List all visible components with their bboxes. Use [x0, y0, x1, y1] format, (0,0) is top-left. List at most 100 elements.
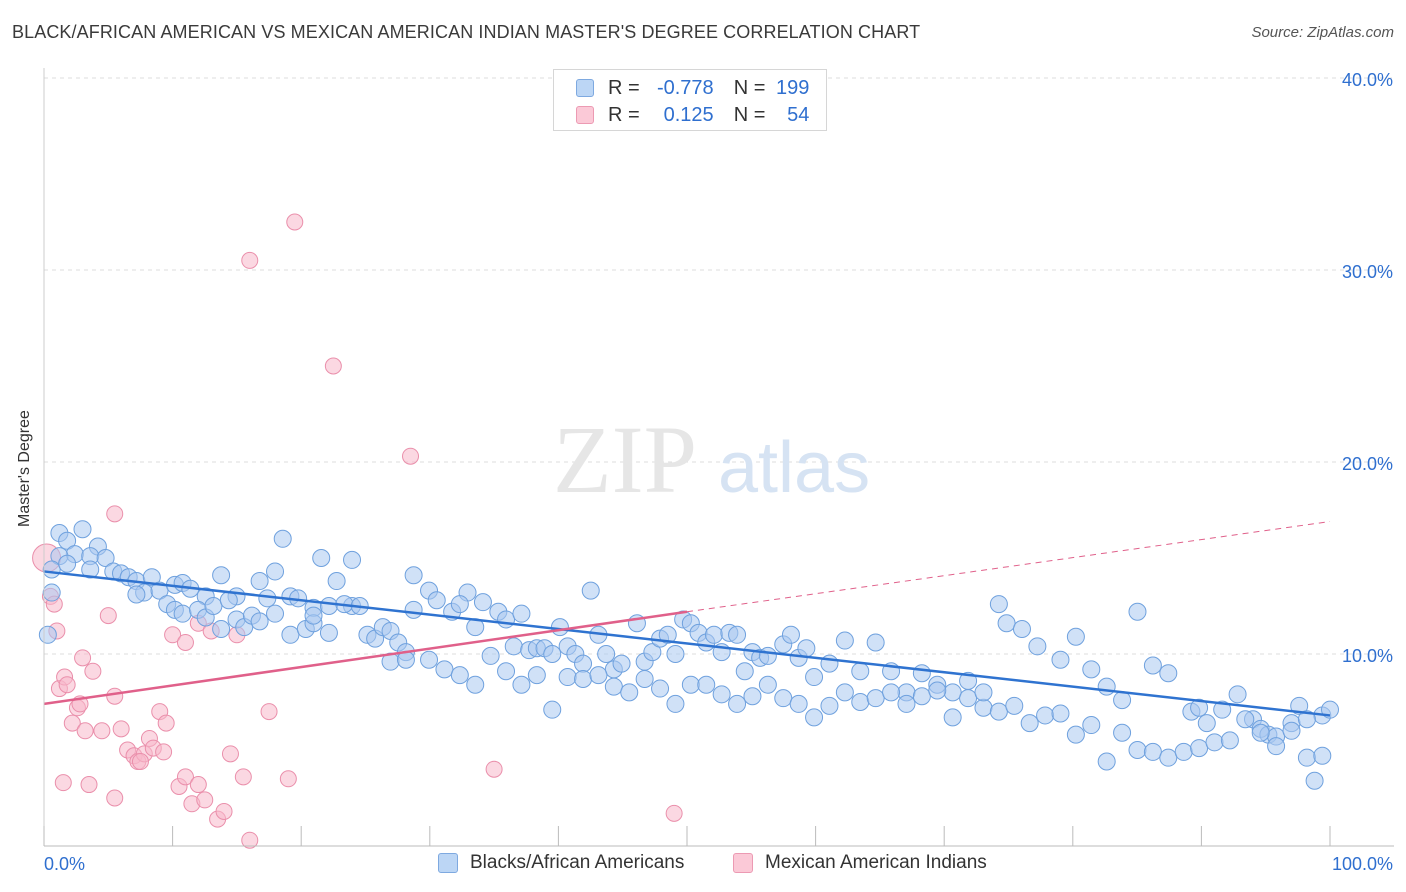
blue-point: [1251, 723, 1270, 742]
blue-point: [1012, 620, 1031, 639]
blue-point: [743, 687, 762, 706]
legend-n-value: 199: [776, 76, 810, 99]
blue-point: [835, 683, 854, 702]
pink-point: [234, 768, 252, 786]
blue-point: [558, 668, 577, 687]
pink-point: [76, 722, 94, 740]
blue-point: [820, 696, 839, 715]
blue-point: [58, 531, 77, 550]
blue-point: [774, 689, 793, 708]
blue-point: [550, 618, 569, 637]
blue-point: [42, 583, 61, 602]
blue-point: [1020, 714, 1039, 733]
pink-point: [176, 768, 194, 786]
pink-point: [93, 722, 111, 740]
blue-point: [219, 591, 238, 610]
blue-point: [997, 614, 1016, 633]
blue-point: [1297, 748, 1316, 767]
pink-point: [84, 662, 102, 680]
blue-point: [427, 591, 446, 610]
blue-trend-line: [43, 570, 1331, 717]
blue-point: [1236, 710, 1255, 729]
blue-point: [1282, 721, 1301, 740]
chart-title: BLACK/AFRICAN AMERICAN VS MEXICAN AMERIC…: [12, 22, 921, 42]
pink-point: [665, 804, 683, 822]
blue-point: [404, 600, 423, 619]
blue-point: [1313, 746, 1332, 765]
blue-point: [1143, 656, 1162, 675]
blue-point: [574, 669, 593, 688]
legend-n-value: 54: [787, 103, 810, 126]
blue-point: [466, 675, 485, 694]
blue-point: [897, 694, 916, 713]
blue-point: [1005, 696, 1024, 715]
blue-point: [1213, 700, 1232, 719]
legend-r-label: R =: [608, 103, 640, 126]
legend-item-mexican: Mexican American Indians: [733, 852, 987, 874]
blue-point: [281, 625, 300, 644]
blue-point: [1305, 771, 1324, 790]
legend-n-label: N =: [733, 76, 766, 99]
blue-point: [1205, 733, 1224, 752]
pink-point: [221, 745, 239, 763]
blue-point: [1082, 716, 1101, 735]
blue-point: [435, 660, 454, 679]
pink-point: [80, 776, 98, 794]
pink-point: [241, 831, 259, 849]
blue-point: [882, 683, 901, 702]
blue-point: [597, 645, 616, 663]
blue-point: [912, 664, 931, 683]
blue-point: [1082, 660, 1101, 679]
blue-point: [512, 675, 531, 694]
blue-point: [1066, 725, 1085, 744]
blue-point: [266, 562, 285, 581]
pink-point: [112, 720, 130, 738]
pink-point: [164, 626, 182, 644]
blue-point: [805, 668, 824, 687]
legend-label: Mexican American Indians: [765, 852, 987, 873]
pink-point: [155, 743, 173, 761]
blue-point: [42, 560, 61, 579]
pink-point: [176, 633, 194, 651]
legend-row-mexican: R = 0.125 N = 54: [576, 103, 809, 127]
blue-point: [450, 666, 469, 685]
blue-point: [527, 666, 546, 685]
blue-point: [1051, 704, 1070, 723]
pink-point: [54, 774, 72, 792]
blue-point: [58, 554, 77, 573]
blue-point: [1128, 741, 1147, 759]
blue-point: [1143, 742, 1162, 761]
series-blacks-african-americans: [38, 520, 1339, 790]
blue-point: [735, 662, 754, 681]
blue-point: [643, 643, 662, 662]
correlation-legend: R = -0.778 N = 199 R = 0.125 N = 54: [553, 69, 827, 131]
pink-point: [196, 791, 214, 809]
blue-point: [173, 604, 192, 623]
blue-point: [343, 550, 362, 569]
x-tick-label: 0.0%: [44, 854, 85, 874]
blue-point: [866, 689, 885, 708]
blue-point: [38, 625, 57, 644]
blue-point: [758, 675, 777, 694]
blue-point: [943, 683, 962, 702]
blue-point: [697, 675, 716, 694]
series-mexican-american-indians: [32, 213, 683, 849]
legend-row-blacks: R = -0.778 N = 199: [576, 76, 809, 100]
blue-point: [666, 694, 685, 713]
blue-point: [658, 625, 677, 644]
legend-n-label: N =: [733, 103, 766, 126]
legend-label: Blacks/African Americans: [470, 852, 685, 873]
blue-point: [1128, 602, 1147, 621]
pink-point: [99, 607, 117, 625]
blue-point: [142, 568, 161, 587]
pink-point: [131, 753, 149, 771]
blue-point: [943, 708, 962, 727]
blue-point: [127, 585, 146, 604]
blue-point: [1290, 696, 1309, 715]
blue-point: [974, 698, 993, 717]
blue-point: [543, 700, 562, 719]
blue-point: [704, 625, 723, 644]
blue-point: [851, 693, 870, 711]
blue-point: [404, 566, 423, 585]
pink-point: [74, 649, 92, 667]
